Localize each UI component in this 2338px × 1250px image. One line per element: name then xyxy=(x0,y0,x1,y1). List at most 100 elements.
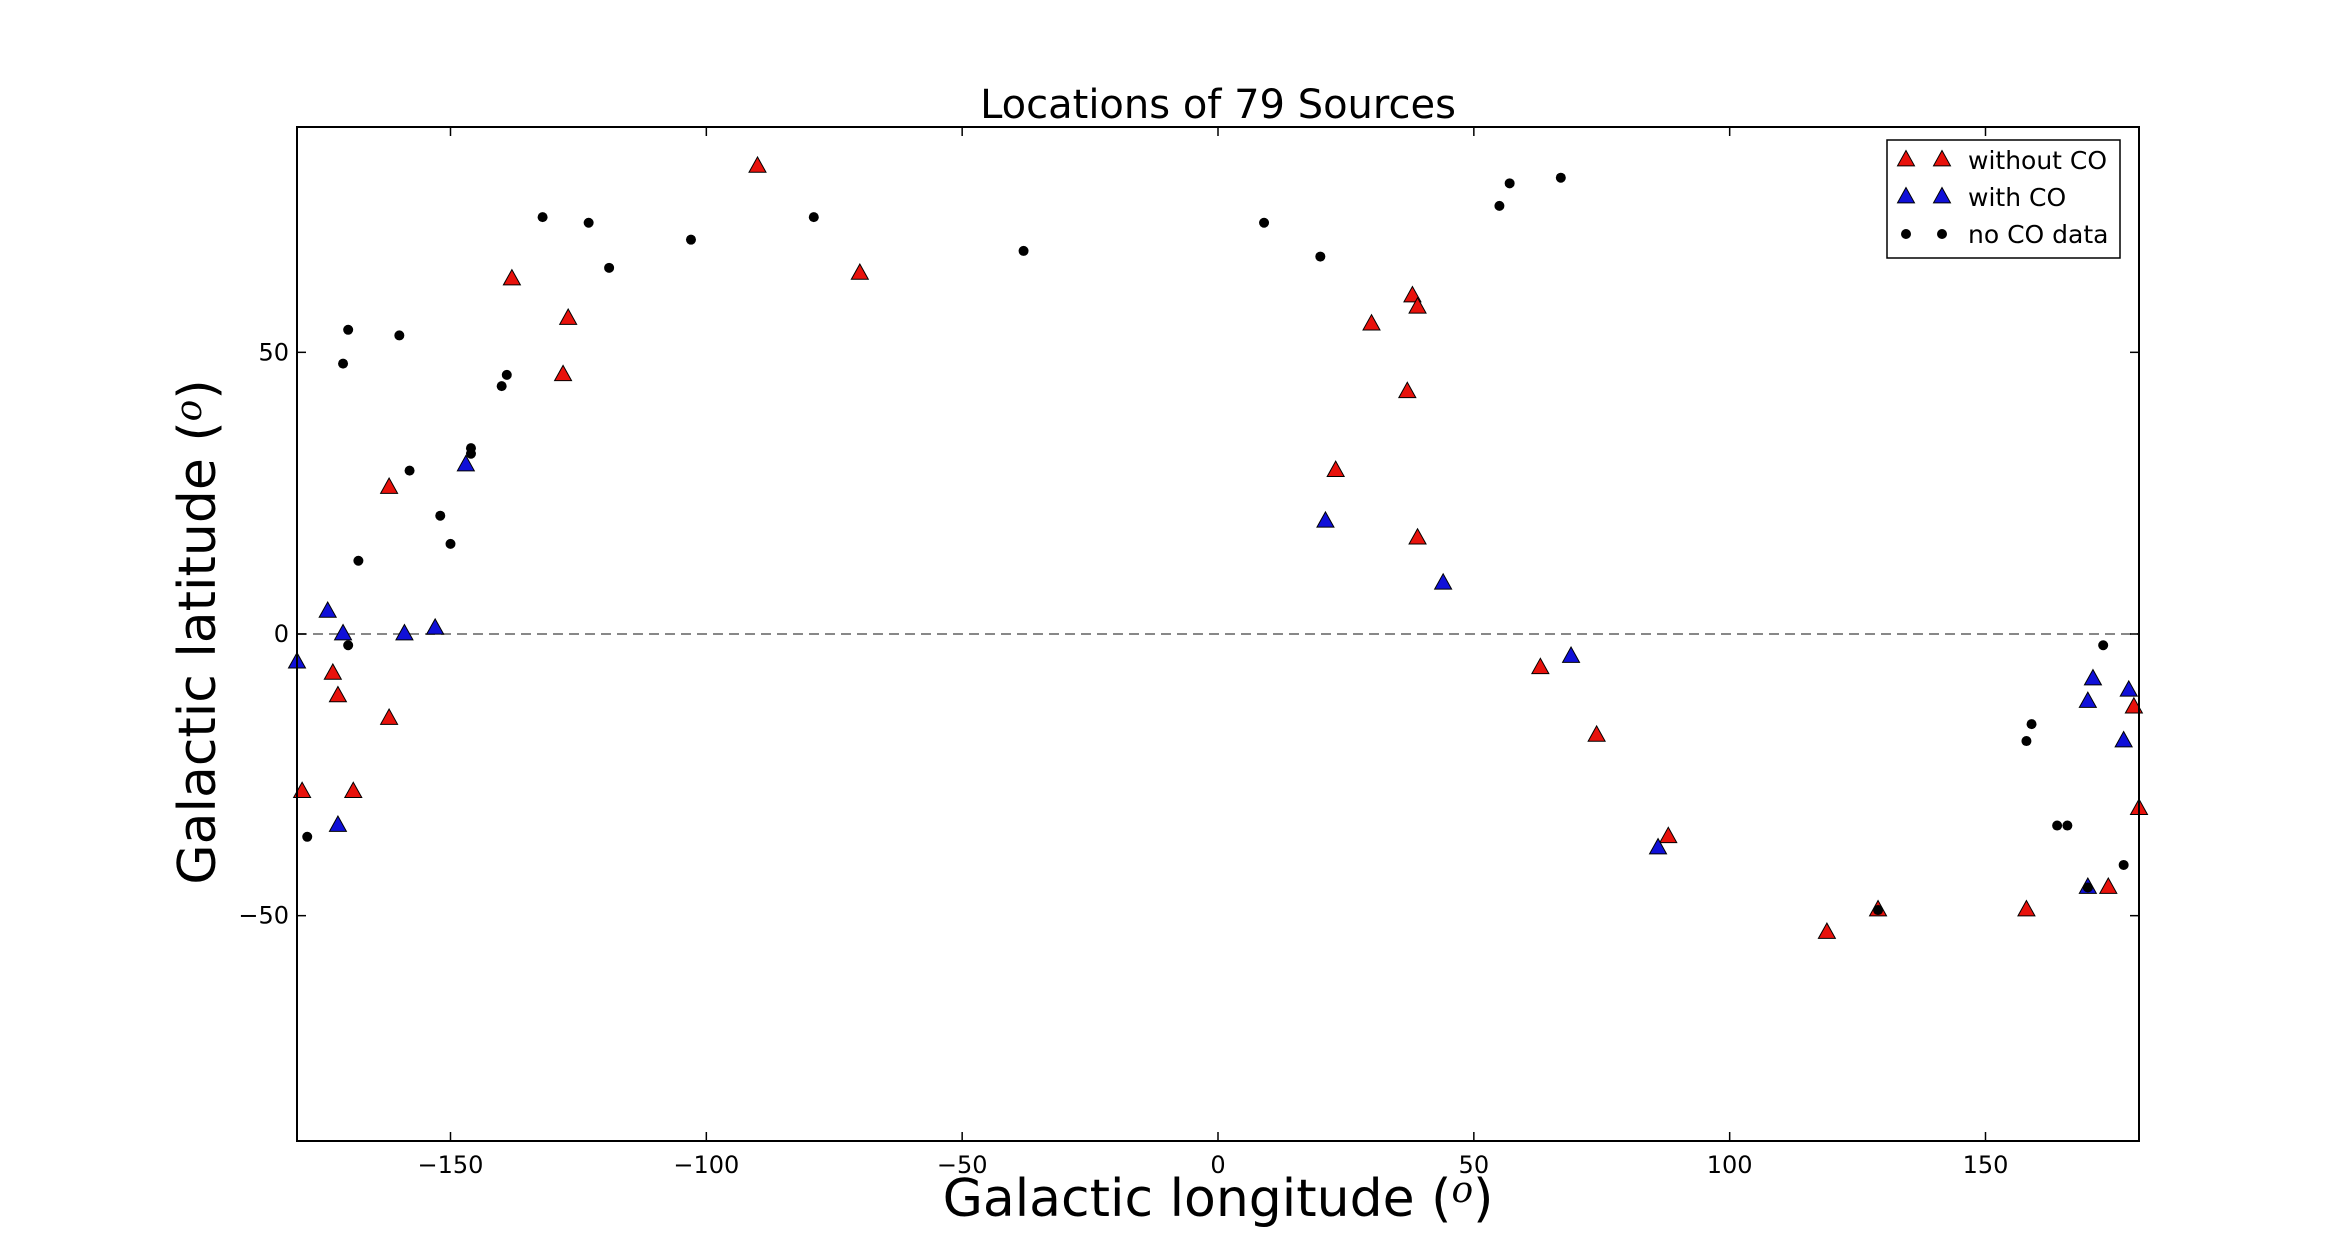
y-axis-label-text: Galactic latitude xyxy=(168,442,228,885)
y-axis-label-close: ) xyxy=(168,379,228,399)
legend-box xyxy=(1886,139,2121,259)
point-no-co-data xyxy=(353,555,364,566)
point-no-co-data xyxy=(604,262,615,273)
point-no-co-data xyxy=(445,538,456,549)
point-with-co xyxy=(1433,572,1453,590)
point-without-co xyxy=(850,262,870,280)
legend-marker-no-co-data-2 xyxy=(1937,229,1947,239)
legend-label-without-co: without CO xyxy=(1968,146,2107,175)
legend-marker-without-co-2 xyxy=(1932,149,1952,167)
point-with-co xyxy=(318,600,338,618)
point-without-co xyxy=(748,155,767,173)
point-no-co-data xyxy=(2026,719,2037,730)
legend-marker-without-co-1 xyxy=(1896,149,1916,167)
point-no-co-data xyxy=(394,330,405,341)
x-tick-label: −100 xyxy=(673,1151,739,1179)
x-tick-label: 50 xyxy=(1459,1151,1490,1179)
legend-marker-with-co-1 xyxy=(1896,186,1916,204)
point-without-co xyxy=(1397,381,1417,399)
point-without-co xyxy=(1362,313,1381,331)
y-axis-label: Galactic latitude (o) xyxy=(168,379,228,884)
point-no-co-data xyxy=(1555,172,1566,183)
y-axis-label-unit: o xyxy=(169,400,210,422)
point-without-co xyxy=(1587,724,1606,742)
point-no-co-data xyxy=(1018,245,1029,256)
point-no-co-data xyxy=(501,369,512,380)
point-without-co xyxy=(1531,657,1550,675)
x-axis-label-unit: o xyxy=(1451,1170,1473,1211)
point-no-co-data xyxy=(1315,251,1326,262)
point-with-co xyxy=(2078,691,2098,708)
point-without-co xyxy=(323,662,343,680)
point-without-co xyxy=(328,685,348,703)
point-without-co xyxy=(1408,296,1427,314)
legend-label-with-co: with CO xyxy=(1968,183,2066,212)
legend-label-no-co-data: no CO data xyxy=(1968,220,2108,249)
point-without-co xyxy=(343,781,363,799)
point-without-co xyxy=(2098,876,2118,894)
point-without-co xyxy=(1403,285,1422,303)
x-tick-label: −150 xyxy=(418,1151,484,1179)
point-no-co-data xyxy=(2062,820,2073,831)
point-without-co xyxy=(553,364,573,382)
point-no-co-data xyxy=(1504,178,1515,189)
x-axis-label: Galactic longitude (o) xyxy=(943,1169,1494,1229)
point-with-co xyxy=(328,815,348,832)
point-no-co-data xyxy=(465,448,476,459)
point-with-co xyxy=(425,617,445,635)
point-no-co-data xyxy=(496,381,507,392)
point-no-co-data xyxy=(343,324,354,335)
point-with-co xyxy=(456,454,476,472)
legend-entry-with-co: with CO xyxy=(1896,183,2066,212)
legend: without CO with CO no CO data xyxy=(1886,139,2121,259)
point-with-co xyxy=(1648,837,1668,855)
point-no-co-data xyxy=(808,212,819,223)
point-no-co-data xyxy=(343,640,354,651)
point-no-co-data xyxy=(1494,200,1505,211)
point-no-co-data xyxy=(338,358,349,369)
x-axis-label-text: Galactic longitude xyxy=(943,1169,1432,1229)
point-without-co xyxy=(2017,899,2036,917)
y-tick-label: −50 xyxy=(238,902,289,930)
point-no-co-data xyxy=(404,465,415,476)
legend-marker-no-co-data-1 xyxy=(1901,229,1911,239)
point-with-co xyxy=(1316,510,1335,528)
point-with-co xyxy=(2119,679,2139,697)
point-no-co-data xyxy=(2098,640,2109,651)
point-without-co xyxy=(379,707,399,725)
point-no-co-data xyxy=(2082,882,2093,893)
point-without-co xyxy=(1326,460,1346,477)
x-axis-label-open: ( xyxy=(1431,1169,1451,1229)
x-tick-label: −50 xyxy=(937,1151,988,1179)
x-tick-label: 0 xyxy=(1210,1151,1225,1179)
point-with-co xyxy=(333,623,353,641)
x-axis-label-close: ) xyxy=(1473,1169,1493,1229)
plot-area-frame xyxy=(296,126,2140,1142)
point-with-co xyxy=(2114,730,2133,748)
point-no-co-data xyxy=(583,217,594,228)
data-markers-layer xyxy=(287,155,2149,939)
point-no-co-data xyxy=(537,212,548,223)
ticks-layer: −150 −100 −50 0 50 100 150 50 0 −50 xyxy=(238,127,2139,1179)
legend-entry-without-co: without CO xyxy=(1896,146,2107,175)
point-with-co xyxy=(2083,668,2103,686)
x-tick-label: 150 xyxy=(1963,1151,2009,1179)
x-tick-label: 100 xyxy=(1707,1151,1753,1179)
legend-entry-no-co-data: no CO data xyxy=(1901,220,2108,249)
y-tick-label: 0 xyxy=(274,620,289,648)
point-without-co xyxy=(1408,527,1427,545)
point-without-co xyxy=(1658,826,1678,844)
point-no-co-data xyxy=(435,510,446,521)
point-without-co xyxy=(1817,922,1837,939)
point-no-co-data xyxy=(1873,905,1884,916)
point-no-co-data xyxy=(685,234,696,245)
point-no-co-data xyxy=(2021,736,2032,747)
legend-marker-with-co-2 xyxy=(1932,186,1952,204)
point-with-co xyxy=(1561,646,1581,663)
point-no-co-data xyxy=(2052,820,2063,831)
point-no-co-data xyxy=(302,831,313,842)
point-without-co xyxy=(558,308,578,325)
point-no-co-data xyxy=(2118,859,2129,870)
point-without-co xyxy=(379,477,399,494)
